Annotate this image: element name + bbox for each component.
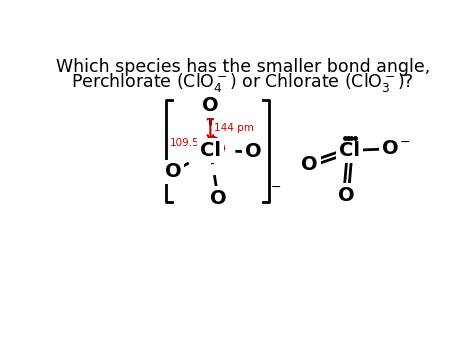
Text: Cl: Cl	[339, 141, 360, 160]
Text: O: O	[165, 163, 182, 181]
Text: Which species has the smaller bond angle,: Which species has the smaller bond angle…	[56, 58, 430, 76]
Text: O: O	[245, 142, 261, 162]
Text: O: O	[210, 189, 227, 208]
Text: Perchlorate (ClO$_4^-$) or Chlorate (ClO$_3^-$)?: Perchlorate (ClO$_4^-$) or Chlorate (ClO…	[72, 71, 414, 94]
Text: 144 pm: 144 pm	[214, 123, 254, 133]
Text: O: O	[337, 186, 354, 204]
Text: O: O	[202, 96, 219, 115]
Text: Cl: Cl	[200, 141, 221, 160]
Text: −: −	[400, 136, 410, 149]
Text: −: −	[271, 181, 282, 194]
Text: O: O	[301, 155, 318, 174]
Text: 109.5°: 109.5°	[170, 138, 205, 148]
Text: O: O	[382, 140, 399, 158]
